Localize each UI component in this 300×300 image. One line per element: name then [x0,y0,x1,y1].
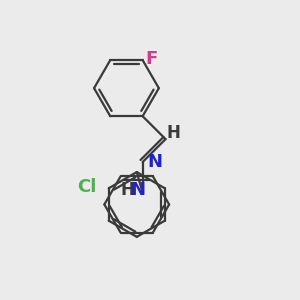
Text: H: H [121,182,135,200]
Text: H: H [167,124,181,142]
Text: F: F [146,50,158,68]
Text: Cl: Cl [77,178,96,196]
Text: N: N [147,153,162,171]
Text: N: N [131,182,146,200]
